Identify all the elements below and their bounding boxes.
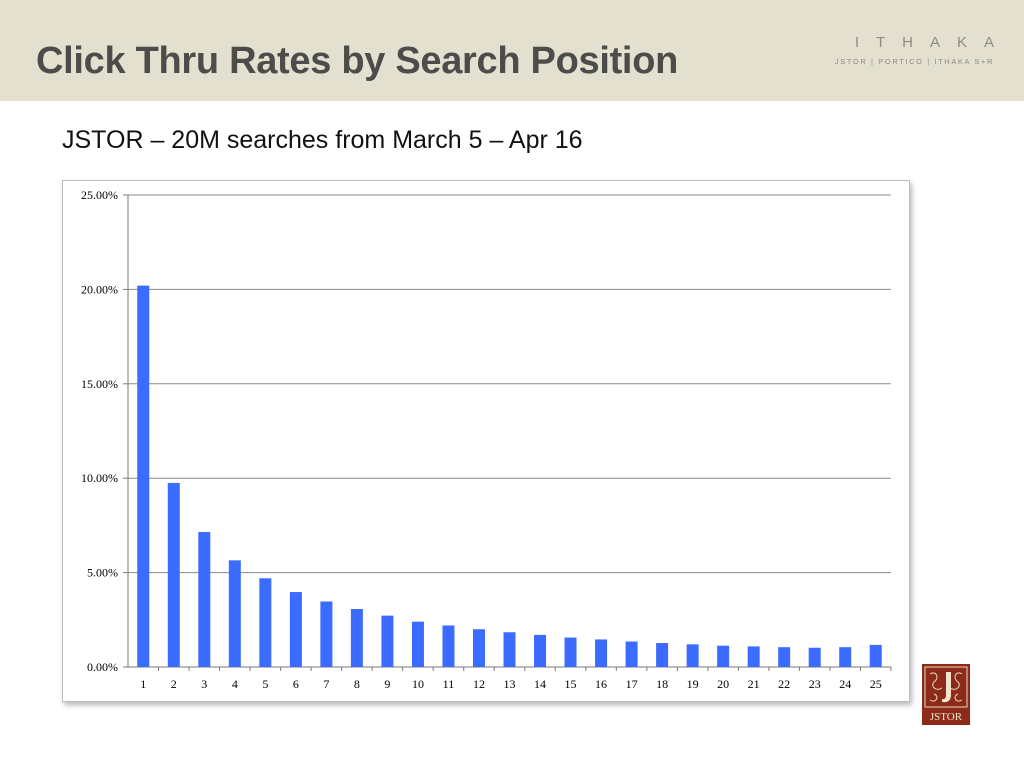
brand-tagline: JSTOR | PORTICO | ITHAKA S+R (834, 57, 994, 66)
x-tick-label: 14 (534, 677, 546, 691)
bar (320, 601, 333, 667)
bar (869, 644, 882, 667)
x-tick-label: 16 (595, 677, 607, 691)
x-tick-label: 4 (232, 677, 238, 691)
logo-j-glyph (942, 672, 951, 703)
x-tick-label: 8 (354, 677, 360, 691)
x-tick-label: 15 (565, 677, 577, 691)
brand-block: ITHAKA JSTOR | PORTICO | ITHAKA S+R (835, 34, 994, 66)
x-tick-label: 12 (473, 677, 485, 691)
bar (625, 641, 638, 667)
y-tick-label: 0.00% (87, 660, 118, 674)
header-bar: Click Thru Rates by Search Position ITHA… (0, 0, 1024, 101)
bar (411, 621, 424, 667)
y-tick-label: 10.00% (81, 471, 118, 485)
x-tick-label: 21 (748, 677, 760, 691)
x-tick-label: 22 (778, 677, 790, 691)
x-tick-label: 6 (293, 677, 299, 691)
bar (839, 647, 852, 667)
x-tick-label: 24 (839, 677, 851, 691)
x-tick-label: 23 (809, 677, 821, 691)
bar (534, 634, 547, 667)
x-tick-label: 25 (870, 677, 882, 691)
bar (747, 646, 760, 667)
x-tick-label: 19 (687, 677, 699, 691)
bar-chart: 0.00%5.00%10.00%15.00%20.00%25.00%1 2 3 4 5 6… (81, 188, 892, 691)
x-tick-label: 10 (412, 677, 424, 691)
y-tick-label: 20.00% (81, 282, 118, 296)
bar (717, 645, 730, 667)
slide-subtitle: JSTOR – 20M searches from March 5 – Apr … (62, 126, 583, 154)
x-tick-label: 5 (262, 677, 268, 691)
x-tick-label: 17 (626, 677, 638, 691)
x-tick-label: 7 (323, 677, 329, 691)
bar (503, 632, 516, 667)
y-tick-label: 15.00% (81, 377, 118, 391)
bar (289, 592, 302, 667)
bar (686, 644, 699, 667)
slide-title: Click Thru Rates by Search Position (36, 40, 679, 82)
bar (442, 625, 455, 667)
bar (259, 578, 272, 667)
x-tick-label: 13 (504, 677, 516, 691)
bar (595, 639, 608, 667)
bar (808, 647, 821, 667)
bar (656, 643, 669, 667)
brand-name: ITHAKA (854, 34, 1011, 51)
jstor-logo: JSTOR (922, 664, 970, 725)
y-tick-label: 5.00% (87, 566, 118, 580)
chart-frame: 0.00% 5.00% 10.00% 15.00% 20.00% 25.00% 1 2 3 4 5 6… (62, 180, 910, 702)
x-tick-label: 3 (201, 677, 207, 691)
logo-inner-border (924, 666, 968, 708)
x-tick-label: 18 (656, 677, 668, 691)
bar (350, 609, 363, 667)
x-tick-label: 2 (171, 677, 177, 691)
bar (472, 629, 485, 667)
x-tick-label: 1 (140, 677, 146, 691)
bar (228, 560, 241, 667)
x-tick-label: 20 (717, 677, 729, 691)
bar (137, 285, 150, 667)
bar (778, 647, 791, 667)
x-tick-label: 11 (443, 677, 455, 691)
bar (564, 637, 577, 667)
bar (381, 615, 394, 667)
x-tick-label: 9 (384, 677, 390, 691)
y-tick-label: 25.00% (81, 188, 118, 202)
logo-label: JSTOR (930, 711, 963, 723)
bar (167, 482, 180, 667)
bar (198, 532, 211, 667)
logo-ornament (929, 672, 963, 702)
